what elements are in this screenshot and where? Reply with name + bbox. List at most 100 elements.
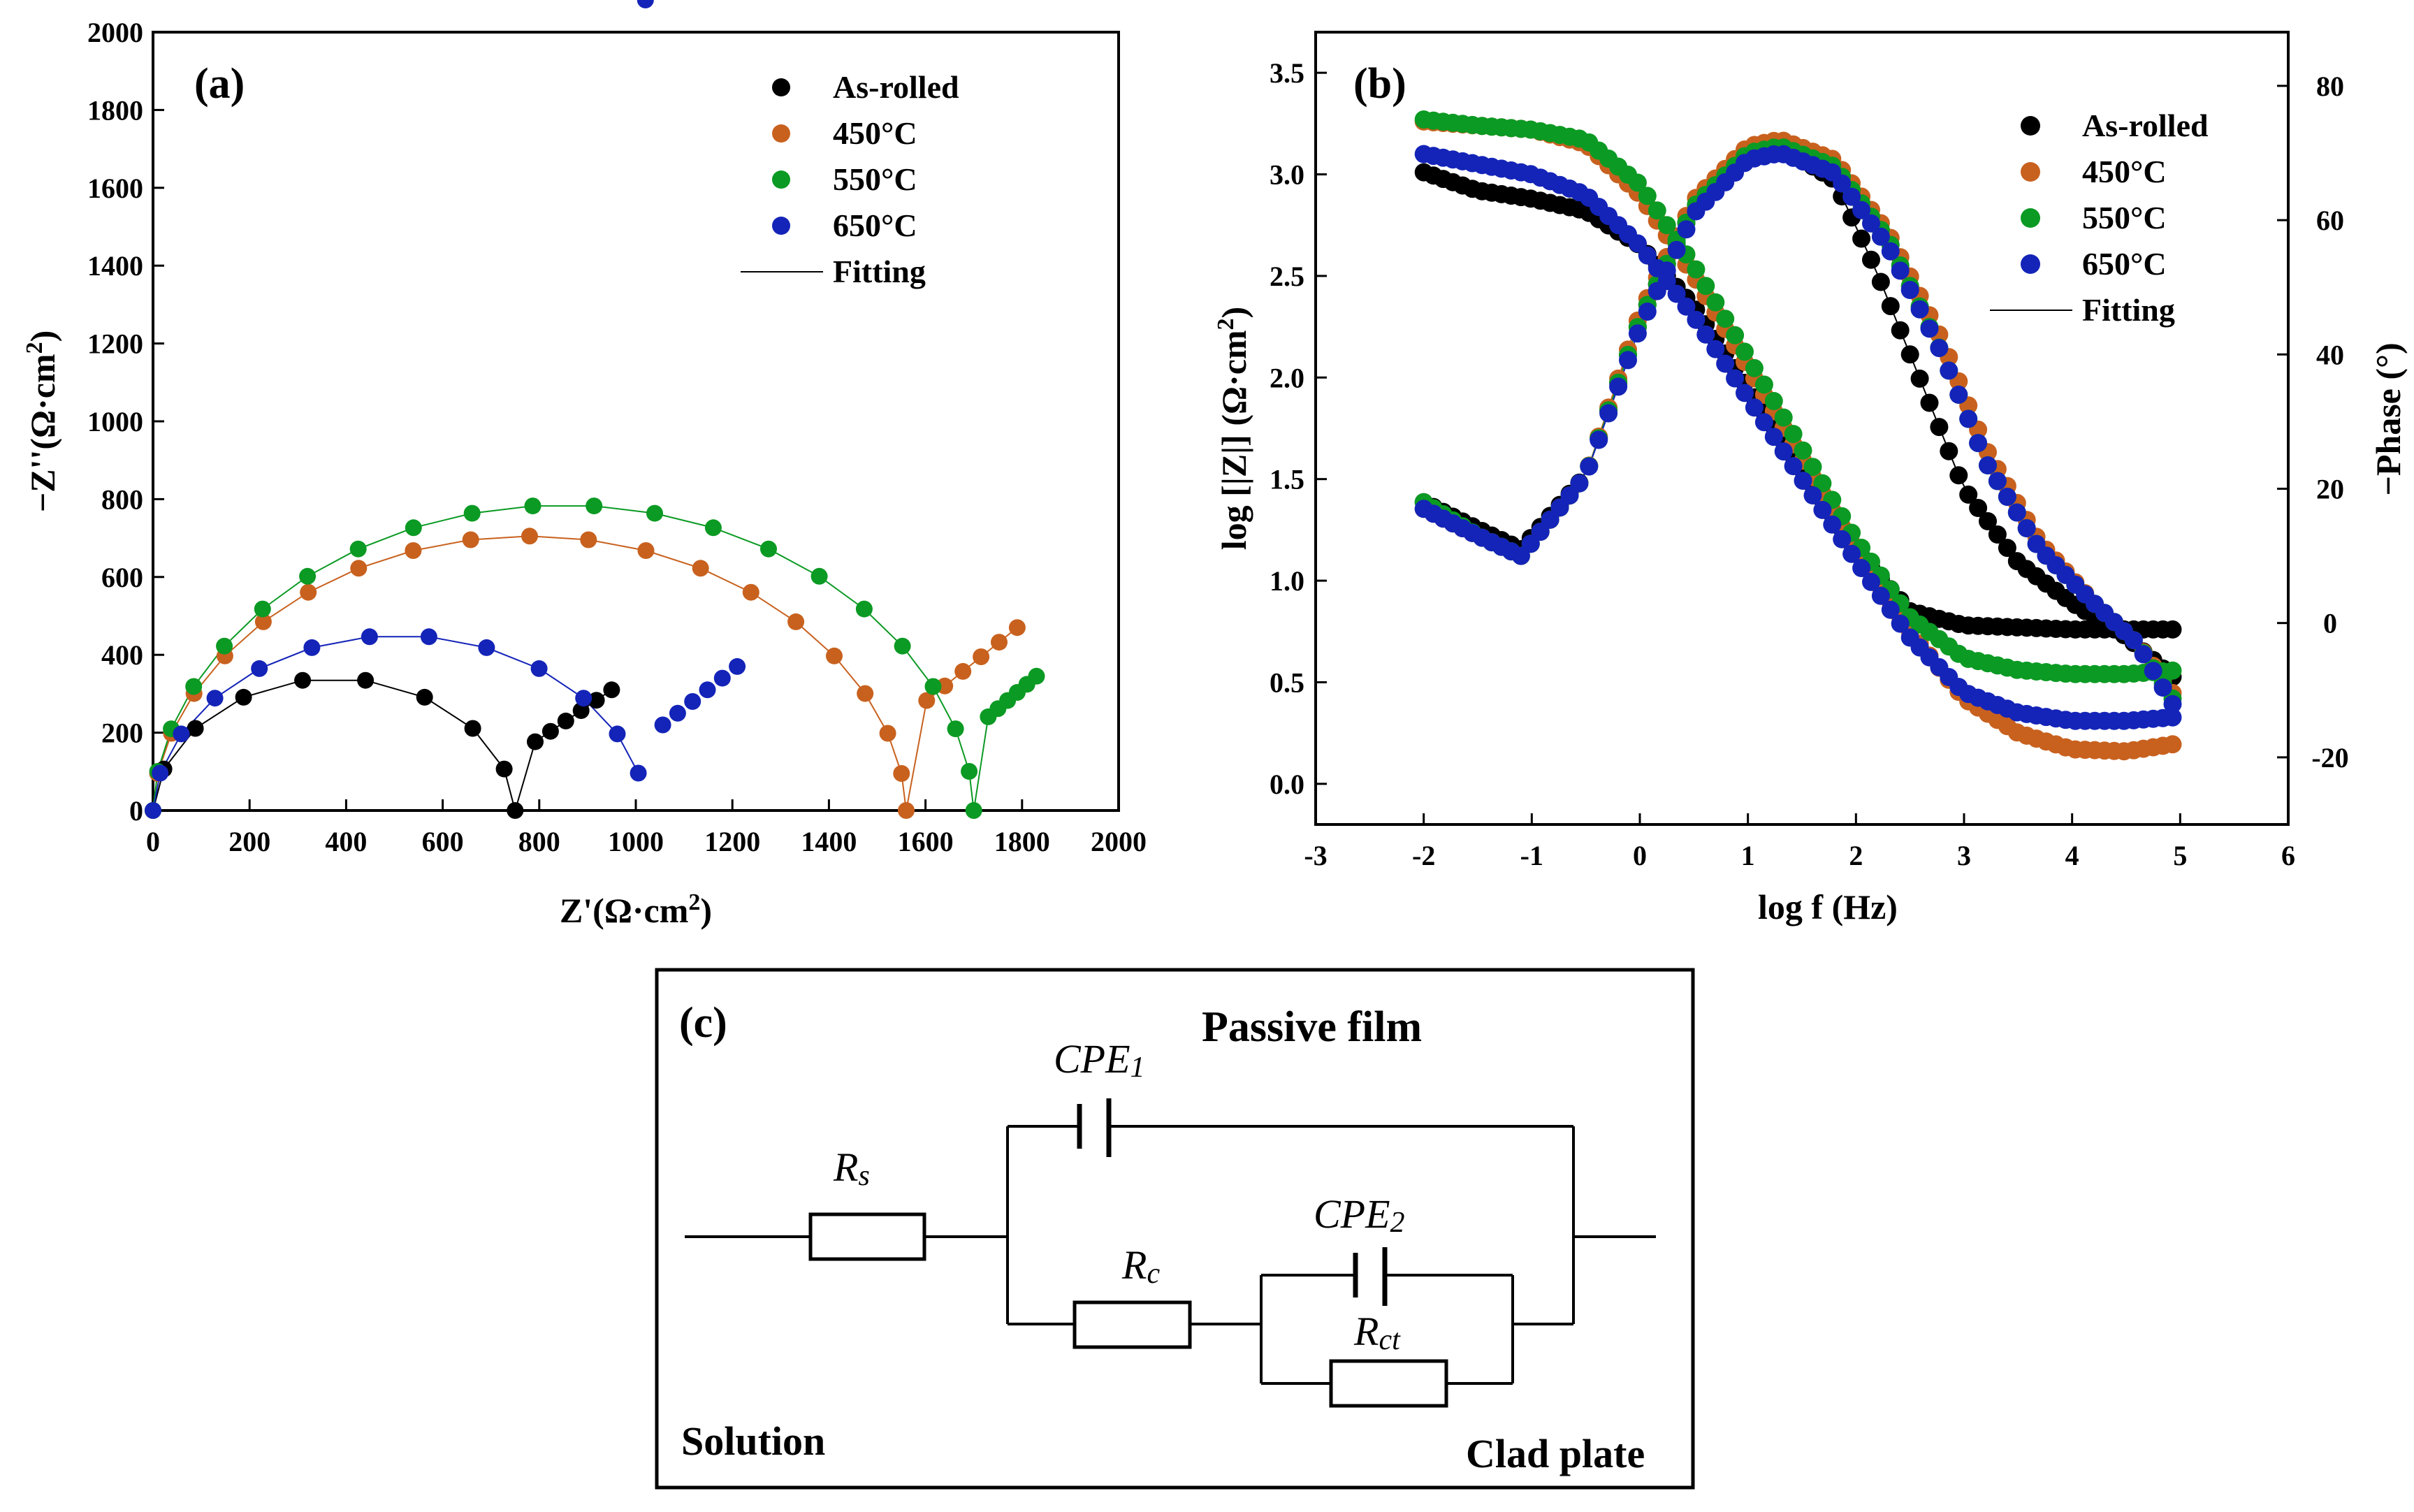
nyquist-data-point <box>299 567 317 585</box>
nyquist-data-point <box>684 693 701 710</box>
nyquist-legend-marker <box>772 78 790 96</box>
bode-legend-label: 450°C <box>2082 154 2167 189</box>
bode-impedance-point <box>1803 458 1822 477</box>
bode-phase-point <box>2017 519 2036 537</box>
nyquist-y-tick-label: 1200 <box>87 328 143 360</box>
bode-phase-point <box>1940 361 1958 380</box>
bode-x-tick-label: 2 <box>1849 840 1863 871</box>
nyquist-data-point <box>965 802 982 819</box>
cpe2-label: CPE2 <box>1314 1191 1405 1239</box>
bode-impedance-point <box>1881 600 1900 619</box>
bode-impedance-point <box>2163 661 2182 680</box>
nyquist-data-point <box>1028 667 1045 685</box>
bode-impedance-point <box>1648 201 1666 220</box>
nyquist-data-point <box>609 725 626 743</box>
nyquist-data-point <box>405 542 422 559</box>
rs-label: Rs <box>833 1144 870 1192</box>
nyquist-data-point <box>637 0 654 8</box>
bode-impedance-point <box>1706 340 1725 358</box>
nyquist-data-point <box>692 560 709 577</box>
bode-impedance-point <box>1696 325 1715 344</box>
nyquist-data-point <box>521 528 538 545</box>
nyquist-data-point <box>416 688 433 706</box>
nyquist-data-point <box>254 613 272 630</box>
nyquist-data-point <box>478 639 495 656</box>
bode-impedance-point <box>1862 572 1880 591</box>
nyquist-y-tick-label: 1600 <box>87 173 143 204</box>
bode-impedance-point <box>1726 326 1745 344</box>
nyquist-legend-label: As-rolled <box>833 69 959 105</box>
nyquist-x-tick-label: 400 <box>325 826 367 857</box>
nyquist-panel-label: (a) <box>194 60 245 108</box>
bode-impedance-point <box>1726 369 1745 388</box>
nyquist-data-point <box>810 567 828 585</box>
bode-phase-point <box>1852 201 1871 219</box>
bode-phase-point <box>2134 645 2153 664</box>
bode-y2-tick-label: 60 <box>2316 205 2344 236</box>
bode-impedance-point <box>1794 441 1812 460</box>
bode-phase-point <box>1979 512 1997 530</box>
nyquist-data-point <box>991 634 1008 651</box>
bode-impedance-point <box>1803 486 1822 504</box>
bode-legend-marker <box>2021 208 2040 228</box>
bode-plot-frame <box>1314 31 2290 826</box>
nyquist-legend: As-rolled 450°C 550°C 650°C Fitting <box>741 69 959 289</box>
nyquist-data-point <box>527 733 544 750</box>
nyquist-y-tick-label: 2000 <box>87 17 143 48</box>
bode-impedance-point <box>1687 260 1706 279</box>
nyquist-data-point <box>879 725 896 742</box>
bode-phase-point <box>1959 485 1978 504</box>
nyquist-data-point <box>826 647 843 664</box>
nyquist-data-point <box>630 764 647 782</box>
nyquist-data-point <box>206 690 224 707</box>
bode-y2-axis-title: −Phase (°) <box>2369 342 2408 495</box>
nyquist-fit-line-1 <box>152 535 1018 811</box>
bode-phase-point <box>1988 525 2007 544</box>
nyquist-data-point <box>507 802 524 819</box>
nyquist-data-point <box>961 763 978 780</box>
nyquist-data-point <box>898 802 915 819</box>
circuit-panel-label: (c) <box>679 999 727 1047</box>
nyquist-data-point <box>603 681 620 699</box>
circuit-frame <box>655 968 1695 1490</box>
bode-impedance-point <box>1774 442 1793 461</box>
bode-phase-point <box>1891 261 1910 280</box>
nyquist-data-point <box>729 657 746 675</box>
nyquist-data-point <box>145 802 161 819</box>
bode-impedance-point <box>1687 310 1706 329</box>
capacitor-cpe2 <box>1353 1247 1388 1306</box>
bode-phase-fit-1 <box>1423 140 2174 694</box>
bode-impedance-point <box>1794 472 1812 490</box>
bode-x-tick-label: 4 <box>2065 840 2079 871</box>
nyquist-x-tick-label: 200 <box>228 826 270 857</box>
bode-x-tick-label: -1 <box>1520 840 1543 871</box>
bode-phase-point <box>1580 457 1599 476</box>
bode-phase-point <box>1842 187 1861 206</box>
bode-y2-tick-label: -20 <box>2311 742 2348 773</box>
nyquist-data-point <box>646 504 663 522</box>
bode-impedance-point <box>1813 474 1832 493</box>
nyquist-data-point <box>294 671 312 689</box>
bode-impedance-point <box>1657 216 1676 235</box>
nyquist-y-tick-label: 400 <box>101 639 143 671</box>
nyquist-data-point <box>894 637 911 655</box>
nyquist-data-point <box>1008 619 1026 637</box>
bode-phase-point <box>1969 434 1988 453</box>
bode-impedance-point <box>1871 586 1890 605</box>
bode-phase-point <box>1881 297 1900 316</box>
bode-phase-point <box>1920 393 1939 412</box>
nyquist-data-point <box>173 725 190 743</box>
bode-impedance-point <box>1745 398 1764 417</box>
bode-y-tick-label: 1.0 <box>1270 565 1304 597</box>
bode-impedance-point <box>1784 425 1803 444</box>
bode-phase-point <box>1910 300 1929 319</box>
nyquist-data-point <box>699 681 716 699</box>
capacitor-cpe1 <box>1077 1098 1112 1157</box>
bode-impedance-point <box>1706 293 1725 312</box>
nyquist-data-point <box>637 542 655 559</box>
nyquist-legend-marker <box>772 124 790 143</box>
bode-legend-label: Fitting <box>2082 292 2175 328</box>
nyquist-x-tick-label: 1400 <box>801 826 857 857</box>
bode-phase-point <box>1677 220 1696 239</box>
